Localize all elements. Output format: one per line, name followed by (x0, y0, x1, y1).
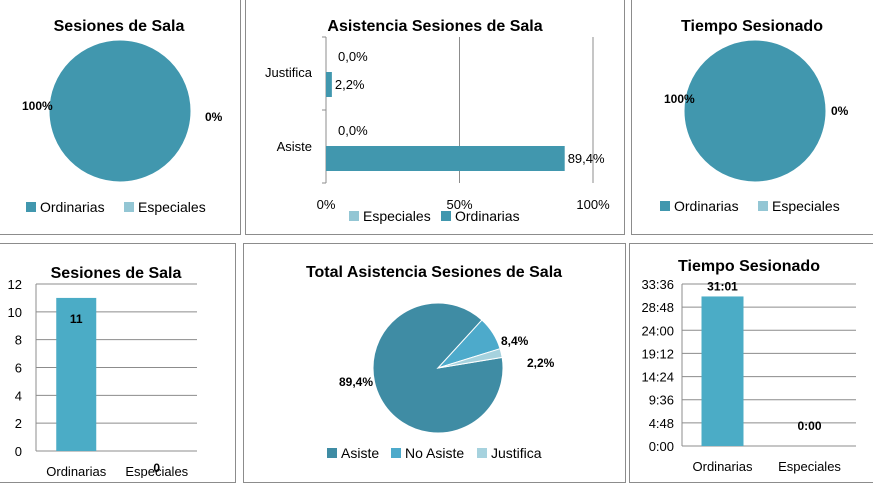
bar-ordinarias (326, 146, 565, 171)
data-label-ordinarias: 89,4% (568, 151, 605, 166)
y-tick-label: 33:36 (641, 277, 674, 292)
legend-label-justifica: Justifica (491, 445, 542, 461)
bar-0 (701, 296, 744, 446)
y-tick-label: 28:48 (641, 300, 674, 315)
data-label: 31:01 (707, 279, 738, 293)
x-category-label: Especiales (125, 464, 188, 478)
y-tick-label: 24:00 (641, 323, 674, 338)
data-label-especiales: 0,0% (338, 123, 368, 138)
chart-title: Sesiones de Sala (54, 18, 185, 35)
bar-0 (56, 297, 97, 451)
y-tick-label: 8 (15, 333, 22, 348)
y-category-label: Asiste (277, 139, 312, 154)
legend-label-no-asiste: No Asiste (405, 445, 464, 461)
x-category-label: Ordinarias (46, 464, 106, 478)
chart-title: Sesiones de Sala (51, 265, 182, 282)
legend-swatch-ordinarias (441, 211, 451, 221)
y-tick-label: 2 (15, 416, 22, 431)
data-label-especiales: 0,0% (338, 49, 368, 64)
legend-swatch-ordinarias (660, 201, 670, 211)
data-label: 8,4% (501, 334, 529, 348)
legend-label-especiales: Especiales (363, 208, 431, 224)
pie-tiempo-slice-0 (683, 39, 827, 183)
y-tick-label: 0 (15, 444, 22, 459)
y-tick-label: 10 (8, 305, 22, 320)
bar-ordinarias (326, 72, 332, 97)
legend-label-ordinarias: Ordinarias (674, 198, 739, 214)
legend-label-especiales: Especiales (772, 198, 840, 214)
data-label-ordinarias: 2,2% (335, 77, 365, 92)
y-tick-label: 6 (15, 361, 22, 376)
y-tick-label: 14:24 (641, 370, 674, 385)
x-tick-label: 100% (576, 197, 610, 212)
x-tick-label: 50% (446, 197, 472, 212)
legend-swatch-especiales (758, 201, 768, 211)
x-category-label: Especiales (778, 459, 841, 474)
pie-total-slice-2 (437, 348, 503, 369)
legend-label-especiales: Especiales (138, 199, 206, 215)
legend-label-ordinarias: Ordinarias (455, 208, 520, 224)
data-label: 0% (205, 110, 223, 124)
panel-col-tiempo (629, 243, 873, 483)
legend-label-asiste: Asiste (341, 445, 379, 461)
y-tick-label: 4 (15, 388, 22, 403)
x-tick-label: 0% (317, 197, 336, 212)
legend-swatch-especiales (349, 211, 359, 221)
data-label: 0:00 (797, 419, 821, 433)
data-label: 0% (831, 104, 849, 118)
data-label: 89,4% (339, 375, 373, 389)
legend-swatch-ordinarias (26, 202, 36, 212)
chart-title: Tiempo Sesionado (678, 258, 820, 275)
legend-swatch-no-asiste (391, 448, 401, 458)
pie-sesiones-slice-0 (48, 39, 192, 183)
panel-col-sesiones (0, 243, 236, 483)
chart-title: Asistencia Sesiones de Sala (327, 18, 542, 35)
legend-label-ordinarias: Ordinarias (40, 199, 105, 215)
data-label: 11 (70, 312, 83, 326)
legend-swatch-asiste (327, 448, 337, 458)
legend-swatch-justifica (477, 448, 487, 458)
chart-title: Total Asistencia Sesiones de Sala (306, 264, 562, 281)
data-label: 0 (153, 461, 160, 475)
y-tick-label: 0:00 (649, 439, 674, 454)
legend-swatch-especiales (124, 202, 134, 212)
y-tick-label: 4:48 (649, 416, 674, 431)
data-label: 100% (664, 92, 695, 106)
x-category-label: Ordinarias (693, 459, 753, 474)
data-label: 100% (22, 99, 53, 113)
y-tick-label: 12 (8, 277, 22, 292)
y-tick-label: 9:36 (649, 393, 674, 408)
data-label: 2,2% (527, 356, 555, 370)
y-category-label: Justifica (265, 65, 313, 80)
chart-title: Tiempo Sesionado (681, 18, 823, 35)
y-tick-label: 19:12 (641, 346, 674, 361)
panel-bar-asistencia (245, 0, 625, 235)
